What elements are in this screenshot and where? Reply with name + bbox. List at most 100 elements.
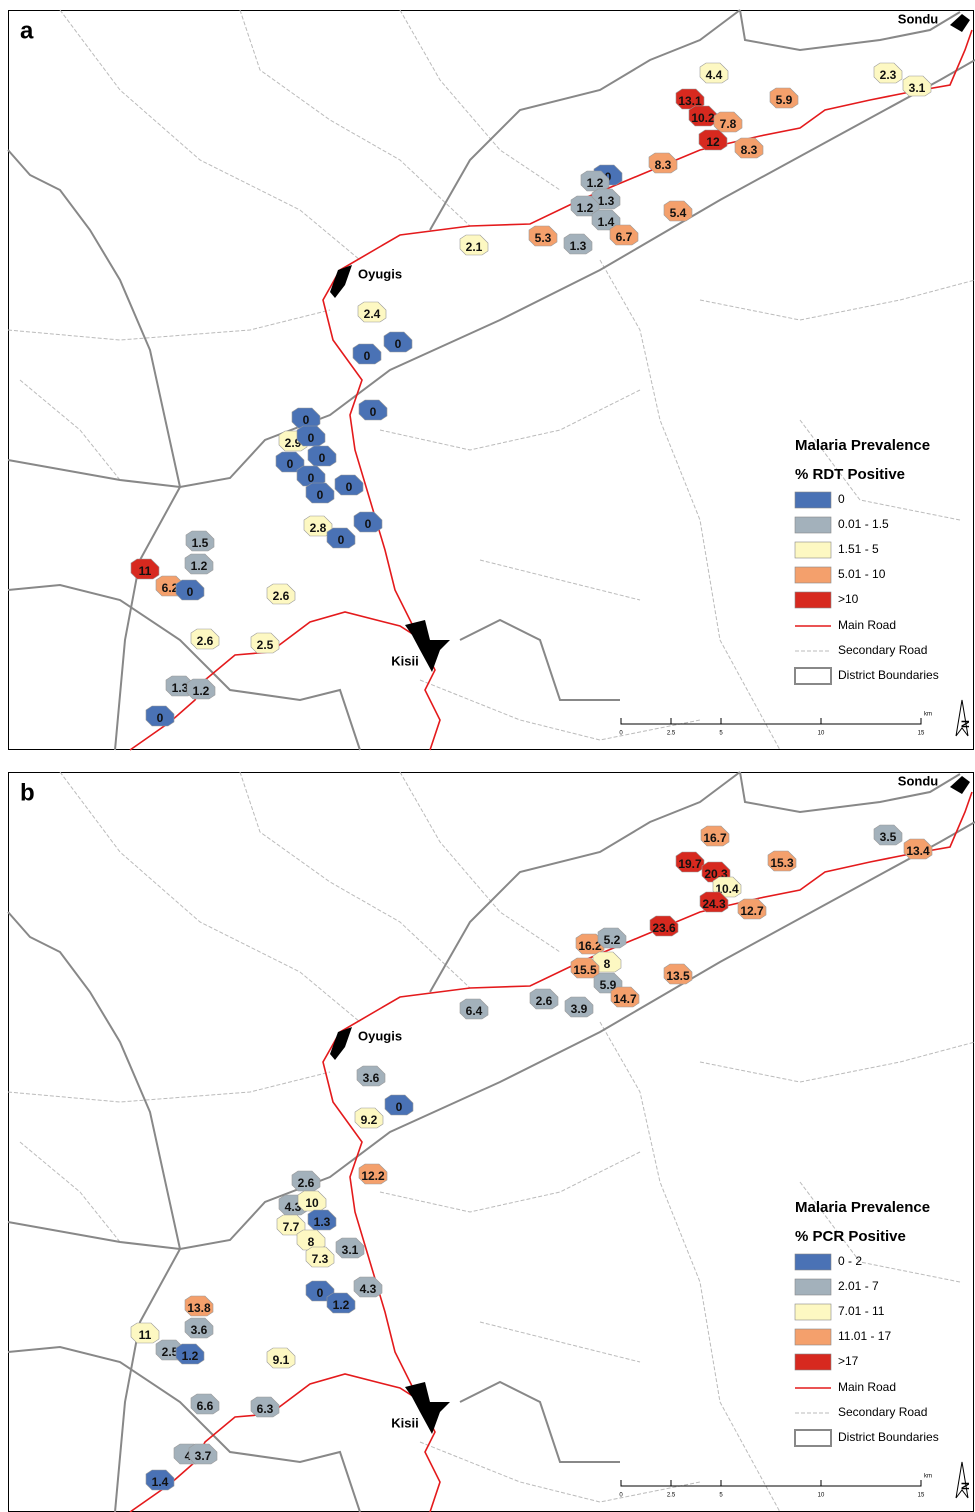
secondary-road: [239, 9, 471, 227]
cluster-label: 2.5: [257, 638, 274, 652]
cluster-label: 8.3: [655, 158, 672, 172]
panel-letter: a: [20, 17, 34, 44]
district-boundary: [459, 618, 620, 701]
secondary-road: [399, 9, 561, 191]
legend-swatch: [794, 1303, 832, 1321]
cluster-label: 4.3: [285, 1200, 302, 1214]
place-label: Oyugis: [358, 266, 402, 281]
cluster: [305, 482, 335, 504]
cluster: [296, 425, 326, 447]
cluster: [357, 301, 387, 323]
cluster: [384, 1094, 414, 1116]
scale-label: 0: [619, 1493, 623, 1499]
secondary-road: [419, 679, 701, 741]
district-boundary: [114, 486, 181, 751]
cluster-label: 3.7: [195, 1449, 212, 1463]
scale-label: 5: [719, 1493, 723, 1499]
cluster-label: 4.4: [706, 68, 723, 82]
cluster-label: 13.1: [678, 94, 702, 108]
cluster-label: 10: [305, 1196, 319, 1210]
district-boundary: [739, 9, 961, 52]
cluster: [250, 632, 280, 654]
cluster: [297, 1190, 327, 1212]
cluster: [186, 678, 216, 700]
cluster-label: 0: [364, 349, 371, 363]
cluster: [130, 558, 160, 580]
cluster-label: 5.9: [776, 93, 793, 107]
legend-subtitle: % PCR Positive: [795, 1228, 906, 1245]
legend-label: Secondary Road: [838, 643, 927, 657]
cluster: [275, 451, 305, 473]
cluster-label: 2.4: [364, 307, 381, 321]
scale-label: 5: [719, 731, 723, 737]
secondary-road: [399, 771, 561, 953]
secondary-road: [479, 1321, 641, 1363]
cluster: [145, 705, 175, 727]
cluster-label: 1.2: [193, 684, 210, 698]
cluster-label: 0: [187, 585, 194, 599]
legend-swatch: [794, 591, 832, 609]
district-boundary: [429, 9, 741, 231]
legend-label: 1.51 - 5: [838, 542, 879, 556]
cluster-label: 13.4: [906, 844, 930, 858]
town: [405, 620, 450, 672]
cluster: [528, 225, 558, 247]
legend-box: [794, 667, 832, 685]
cluster-label: 10.2: [691, 111, 715, 125]
cluster: [130, 1322, 160, 1344]
cluster: [570, 957, 600, 979]
cluster-label: 24.3: [702, 897, 726, 911]
legend-label: 5.01 - 10: [838, 567, 886, 581]
cluster: [307, 445, 337, 467]
legend-box: [794, 1429, 832, 1447]
north-label: N: [960, 720, 972, 728]
legend-swatch: [794, 1253, 832, 1271]
cluster-label: 3.6: [191, 1323, 208, 1337]
panel-letter: b: [20, 779, 35, 806]
cluster-label: 0: [317, 1286, 324, 1300]
cluster-label: 14.7: [613, 992, 637, 1006]
cluster: [698, 129, 728, 151]
cluster-label: 13.5: [666, 969, 690, 983]
secondary-road: [379, 389, 641, 451]
scale-label: 15: [918, 1493, 925, 1499]
scale-label: 10: [818, 1493, 825, 1499]
cluster-label: 1.2: [182, 1349, 199, 1363]
cluster-label: 1.2: [577, 201, 594, 215]
cluster-label: 2.8: [310, 521, 327, 535]
cluster: [353, 511, 383, 533]
scale-label: 15: [918, 731, 925, 737]
legend-label: 0: [838, 492, 845, 506]
scale-label: 10: [818, 731, 825, 737]
cluster-label: 1.4: [598, 215, 615, 229]
cluster-label: 4.3: [360, 1282, 377, 1296]
secondary-road: [479, 559, 641, 601]
cluster-label: 3.5: [880, 830, 897, 844]
legend-swatch: [794, 516, 832, 534]
cluster-label: 15.3: [770, 856, 794, 870]
cluster: [563, 233, 593, 255]
cluster: [873, 62, 903, 84]
secondary-road: [7, 1071, 331, 1103]
cluster: [769, 87, 799, 109]
district-boundary: [7, 1345, 361, 1512]
cluster: [266, 1347, 296, 1369]
cluster-label: 0: [287, 457, 294, 471]
north-label: N: [960, 1482, 972, 1490]
cluster: [184, 1317, 214, 1339]
legend-label: 0.01 - 1.5: [838, 517, 889, 531]
legend-label: 2.01 - 7: [838, 1279, 879, 1293]
cluster: [358, 399, 388, 421]
cluster-label: 0: [338, 533, 345, 547]
cluster: [190, 628, 220, 650]
scale-unit: km: [924, 712, 932, 718]
north-arrow: [955, 699, 969, 737]
legend-label: Main Road: [838, 618, 896, 632]
district-boundary: [429, 771, 741, 993]
cluster-label: 16.2: [578, 939, 602, 953]
place-label: Kisii: [391, 1415, 418, 1430]
cluster-label: 1.2: [587, 176, 604, 190]
legend-swatch: [794, 1278, 832, 1296]
scale-unit: km: [924, 1474, 932, 1480]
cluster-label: 12.2: [361, 1169, 385, 1183]
